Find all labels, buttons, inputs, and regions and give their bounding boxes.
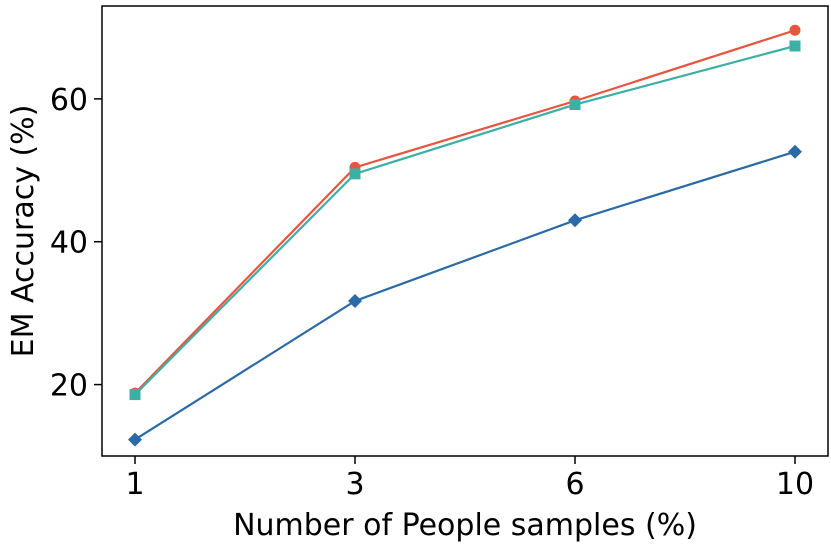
x-tick-label: 10 (776, 467, 814, 502)
y-axis-label: EM Accuracy (%) (6, 105, 41, 358)
series-line-2 (134, 150, 796, 441)
ticks-layer: 1 3 6 10 20 40 60 (50, 83, 814, 502)
x-tick-label: 1 (125, 467, 144, 502)
data-point (789, 24, 801, 36)
x-tick-label: 6 (565, 467, 584, 502)
data-point (788, 144, 802, 159)
series-line-1 (134, 44, 796, 396)
data-point (128, 432, 142, 447)
data-point (568, 213, 582, 228)
series-line-0 (134, 29, 796, 394)
data-point (789, 40, 801, 52)
y-tick-label: 20 (50, 369, 88, 404)
data-point (348, 294, 362, 308)
x-axis-label: Number of People samples (%) (233, 508, 697, 543)
data-point (569, 99, 581, 111)
y-tick-label: 60 (50, 83, 88, 118)
plot-frame (101, 5, 829, 457)
series-layer (128, 24, 802, 447)
data-point (349, 168, 361, 180)
x-tick-label: 3 (345, 467, 364, 502)
y-tick-label: 40 (50, 226, 88, 261)
data-point (129, 389, 141, 401)
